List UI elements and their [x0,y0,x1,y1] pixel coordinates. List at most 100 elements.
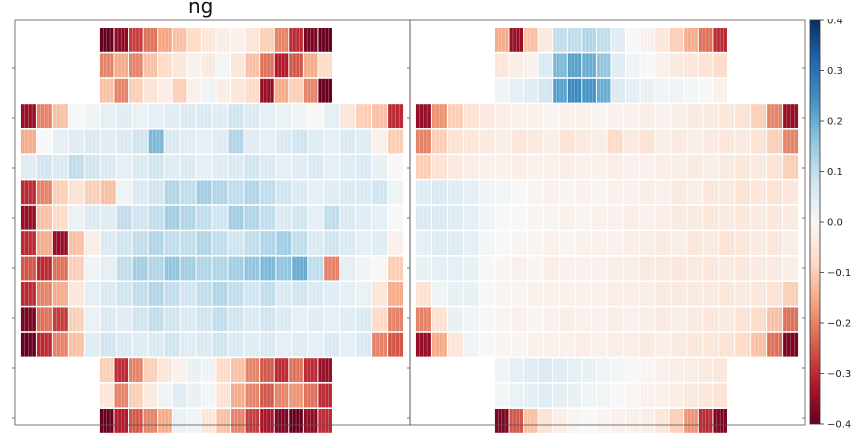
heatmap-cell [172,358,187,382]
heatmap-cell [463,307,479,332]
heatmap-cell [292,332,308,357]
heatmap-cell [308,205,324,230]
heatmap-cell [463,205,479,230]
heatmap-cell [582,28,596,52]
heatmap-cell [527,155,543,179]
heatmap-cell [228,256,244,281]
heatmap-cell [607,180,623,205]
heatmap-cell [596,409,611,433]
heatmap-cell [244,231,260,255]
heatmap-cell [719,307,735,332]
heatmap-cell [201,358,216,382]
heatmap-cell [216,358,231,382]
heatmap-cell [479,104,495,128]
heatmap-cell [527,129,543,154]
heatmap-cell [289,383,303,408]
heatmap-cell [559,104,575,128]
heatmap-cell [228,332,244,357]
heatmap-cell [538,28,553,52]
heatmap-cell [671,231,687,255]
heatmap-cell [639,104,655,128]
heatmap-cell [68,155,84,179]
heatmap-cell [626,409,640,433]
heatmap-cell [495,104,511,128]
heatmap-cell [623,256,639,281]
heatmap-cell [671,307,687,332]
heatmap-cell [52,231,68,255]
heatmap-cell [68,180,84,205]
heatmap-cell [84,104,100,128]
heatmap-cell [196,307,212,332]
heatmap-cell [751,256,767,281]
heatmap-cell [114,409,129,433]
heatmap-cell [582,358,596,382]
heatmap-cell [415,129,431,154]
heatmap-cell [415,282,431,306]
heatmap-cell [99,53,114,78]
colorbar-tick-label: −0.4 [827,420,851,431]
heatmap-cell [543,205,559,230]
heatmap-cell [212,332,228,357]
heatmap-cell [415,155,431,179]
heatmap-cell [415,256,431,281]
heatmap-cell [684,78,698,103]
heatmap-cell [212,307,228,332]
heatmap-cell [538,383,553,408]
heatmap-cell [639,307,655,332]
heatmap-cell [260,104,276,128]
heatmap-cell [735,332,751,357]
heatmap-cell [244,104,260,128]
heatmap-cell [388,307,404,332]
heatmap-cell [129,53,143,78]
heatmap-cell [308,256,324,281]
heatmap-cell [132,231,148,255]
heatmap-cell [228,231,244,255]
heatmap-cell [201,28,216,52]
heatmap-cell [260,53,274,78]
heatmap-cell [671,155,687,179]
heatmap-cell [260,231,276,255]
heatmap-cell [447,231,463,255]
heatmap-cell [52,104,68,128]
heatmap-cell [84,282,100,306]
heatmap-cell [623,180,639,205]
heatmap-cell [318,28,332,52]
heatmap-cell [671,205,687,230]
heatmap-cell [559,180,575,205]
heatmap-cell [687,256,703,281]
heatmap-cell [495,332,511,357]
heatmap-cell [655,28,669,52]
heatmap-cell [20,180,36,205]
heatmap-cell [538,78,553,103]
heatmap-cell [527,205,543,230]
heatmap-cell [52,180,68,205]
heatmap-cell [611,28,626,52]
heatmap-cell [324,205,340,230]
heatmap-cell [783,205,799,230]
heatmap-cell [735,129,751,154]
heatmap-cell [356,282,372,306]
heatmap-cell [340,155,356,179]
heatmap-cell [132,155,148,179]
heatmap-cell [567,78,582,103]
colorbar-tick-label: 0.0 [827,218,843,229]
heatmap-cell [164,256,180,281]
heatmap-cell [172,409,187,433]
heatmap-cell [655,358,669,382]
heatmap-cell [201,409,216,433]
heatmap-cell [172,383,187,408]
heatmap-cell [509,78,524,103]
heatmap-cell [687,205,703,230]
heatmap-cell [276,180,292,205]
heatmap-cell [196,180,212,205]
heatmap-cell [655,78,669,103]
heatmap-cell [132,104,148,128]
heatmap-cell [68,205,84,230]
heatmap-cell [511,205,527,230]
heatmap-cell [324,155,340,179]
heatmap-cell [340,256,356,281]
heatmap-cell [655,104,671,128]
heatmap-cell [52,332,68,357]
heatmap-cell [158,28,172,52]
heatmap-cell [244,205,260,230]
